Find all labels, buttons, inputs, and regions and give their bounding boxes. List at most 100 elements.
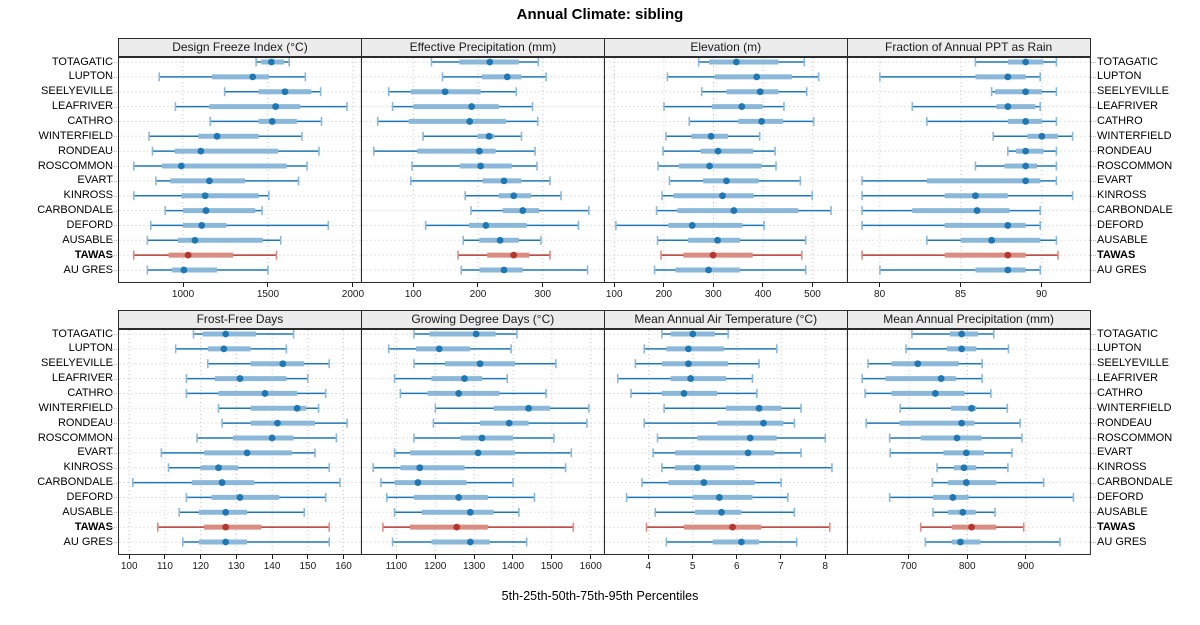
station-label-left-rondeau: RONDEAU (57, 144, 113, 157)
row-guide-stub (1090, 166, 1097, 167)
row-guide-stub (110, 255, 117, 257)
axis-tick (1041, 283, 1043, 287)
axis-tick (647, 555, 649, 559)
station-label-left-deford: DEFORD (66, 490, 113, 503)
station-label-right-totagatic: TOTAGATIC (1097, 55, 1159, 68)
station-label-right-cathro: CATHRO (1097, 386, 1143, 399)
axis-tick (395, 555, 397, 559)
row-guide-stub (1090, 482, 1097, 484)
row-guide-stub (1090, 225, 1097, 227)
row-guide-stub (110, 195, 117, 197)
axis-tick-label: 1600 (579, 561, 602, 572)
row-guide-stub (1090, 121, 1097, 123)
row-guide-stub (1090, 452, 1097, 454)
axis-tick (235, 555, 237, 559)
axis-tick (412, 283, 414, 287)
station-label-left-au-gres: AU GRES (63, 263, 113, 276)
station-label-left-winterfield: WINTERFIELD (38, 129, 113, 142)
row-guide-stub (1090, 136, 1097, 138)
row-guide-stub (1090, 408, 1097, 410)
row-guide-stub (110, 438, 117, 439)
axis-tick (267, 283, 269, 287)
row-guide-stub (110, 334, 117, 335)
axis-tick (966, 555, 968, 559)
station-label-left-leafriver: LEAFRIVER (51, 100, 113, 113)
row-guide-stub (1090, 363, 1097, 365)
row-guide-stub (110, 136, 117, 138)
chart-canvas-fraction-of-annual-ppt-as-rain (846, 57, 1091, 283)
panel-growing-degree-days-c (360, 329, 605, 555)
station-label-left-cathro: CATHRO (67, 386, 113, 399)
station-label-right-winterfield: WINTERFIELD (1097, 401, 1172, 414)
panel-strip-frost-free-days: Frost-Free Days (118, 310, 362, 329)
axis-tick-label: 5 (689, 561, 696, 572)
axis-tick-label: 1400 (501, 561, 525, 572)
axis-tick (343, 555, 345, 559)
row-guide-stub (1090, 527, 1097, 529)
axis-tick (1025, 555, 1027, 559)
row-guide-stub (1090, 240, 1097, 242)
axis-tick (271, 555, 273, 559)
row-guide-stub (1090, 270, 1097, 271)
station-label-left-roscommon: ROSCOMMON (37, 159, 113, 172)
axis-tick-label: 85 (954, 289, 967, 300)
axis-tick-label: 80 (874, 289, 886, 300)
station-label-left-ausable: AUSABLE (62, 233, 113, 246)
row-guide-stub (1090, 62, 1097, 63)
row-guide-stub (110, 121, 117, 123)
row-guide-stub (1090, 255, 1097, 257)
station-label-right-cathro: CATHRO (1097, 114, 1143, 127)
axis-tick (812, 283, 813, 287)
axis-tick-label: 500 (804, 289, 821, 300)
row-guide-stub (110, 408, 117, 410)
station-label-right-lupton: LUPTON (1097, 342, 1142, 355)
chart-canvas-mean-annual-air-temperature-c (603, 329, 848, 555)
axis-tick-label: 1000 (171, 289, 195, 300)
row-guide-stub (110, 270, 117, 271)
axis-tick (736, 555, 738, 559)
figure-title: Annual Climate: sibling (516, 6, 684, 23)
station-label-right-tawas: TAWAS (1097, 248, 1136, 261)
station-label-right-kinross: KINROSS (1097, 189, 1147, 202)
axis-tick (960, 283, 962, 287)
station-label-right-evart: EVART (1097, 446, 1133, 459)
axis-tick-label: 800 (958, 561, 976, 572)
row-guide-stub (1090, 180, 1097, 182)
station-label-left-tawas: TAWAS (74, 248, 113, 261)
chart-canvas-frost-free-days (118, 329, 362, 555)
axis-tick (164, 555, 166, 559)
station-label-right-winterfield: WINTERFIELD (1097, 129, 1172, 142)
station-label-right-roscommon: ROSCOMMON (1097, 159, 1173, 172)
row-guide-stub (110, 91, 117, 93)
row-guide-stub (110, 423, 117, 425)
axis-tick (879, 283, 881, 287)
axis-tick (128, 555, 130, 559)
axis-tick-label: 160 (335, 561, 352, 572)
panel-strip-mean-annual-air-temperature-c: Mean Annual Air Temperature (°C) (603, 310, 848, 329)
station-label-left-kinross: KINROSS (63, 189, 113, 202)
row-guide-stub (110, 378, 117, 380)
axis-tick-label: 100 (605, 289, 623, 300)
row-guide-stub (110, 497, 117, 499)
axis-tick-label: 140 (263, 561, 281, 572)
station-label-right-deford: DEFORD (1097, 490, 1144, 503)
station-label-right-carbondale: CARBONDALE (1097, 204, 1173, 217)
station-label-right-lupton: LUPTON (1097, 70, 1142, 83)
station-label-right-evart: EVART (1097, 174, 1133, 187)
station-label-right-totagatic: TOTAGATIC (1097, 327, 1159, 340)
row-guide-stub (110, 62, 117, 63)
panel-fraction-of-annual-ppt-as-rain (846, 57, 1091, 283)
panel-design-freeze-index-c (118, 57, 362, 283)
row-guide-stub (110, 542, 117, 543)
station-label-left-evart: EVART (77, 446, 113, 459)
chart-canvas-growing-degree-days-c (360, 329, 605, 555)
axis-tick-label: 900 (1017, 561, 1035, 572)
station-label-left-cathro: CATHRO (67, 114, 113, 127)
figure-caption: 5th-25th-50th-75th-95th Percentiles (501, 589, 699, 603)
station-label-left-winterfield: WINTERFIELD (38, 401, 113, 414)
axis-tick-label: 1300 (462, 561, 486, 572)
chart-canvas-mean-annual-precipitation-mm (846, 329, 1091, 555)
axis-tick (712, 283, 714, 287)
axis-tick-label: 300 (534, 289, 552, 300)
